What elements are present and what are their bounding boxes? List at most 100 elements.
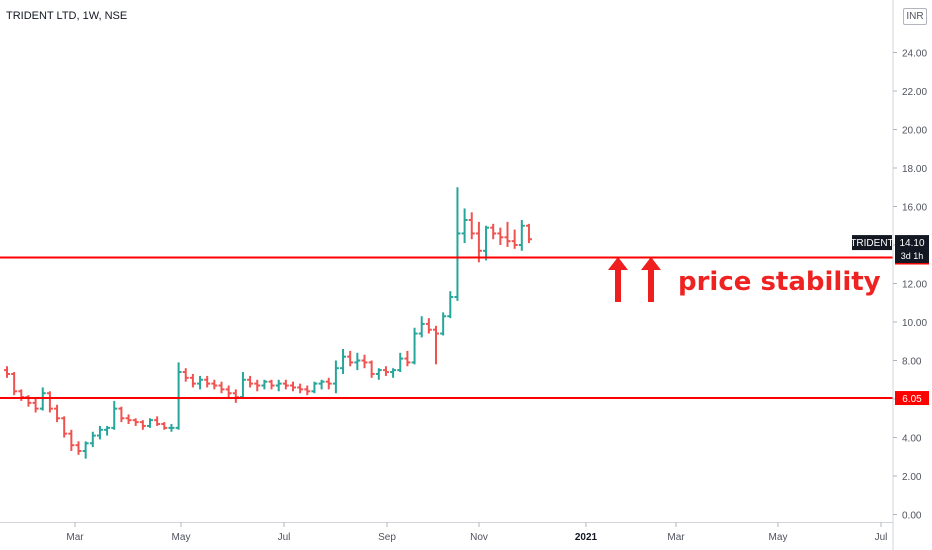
ohlc-bar	[82, 441, 89, 459]
ohlc-bar	[211, 379, 218, 390]
arrow-shape	[641, 257, 661, 302]
ohlc-bar	[382, 366, 389, 376]
ohlc-bar	[68, 429, 75, 451]
ohlc-bar	[447, 291, 454, 319]
ohlc-bar	[418, 316, 425, 338]
y-tick-label: 10.00	[902, 318, 927, 329]
ohlc-bar	[468, 212, 475, 240]
y-tick-label: 2.00	[902, 472, 922, 483]
ohlc-bar	[304, 385, 311, 396]
x-tick-label: Mar	[66, 532, 84, 543]
y-tick-label: 16.00	[902, 203, 927, 214]
x-tick-label: 2021	[575, 532, 598, 543]
ohlc-bar	[268, 379, 275, 390]
ohlc-bar	[318, 379, 325, 390]
ohlc-bar	[232, 389, 239, 403]
hline-price-label: 6.05	[902, 394, 922, 405]
y-tick-label: 12.00	[902, 280, 927, 291]
ohlc-bar	[247, 375, 254, 388]
hline-price-tag	[895, 391, 929, 406]
ohlc-bar	[168, 424, 175, 432]
x-tick-label: Jul	[875, 532, 888, 543]
ticker-label: TRIDENT	[850, 238, 893, 249]
last-price-tag	[895, 235, 929, 264]
horizontal-lines	[0, 256, 893, 400]
ohlc-bar	[218, 381, 225, 394]
ticker-tag	[852, 235, 892, 251]
ohlc-bar	[475, 221, 482, 263]
ohlc-bar	[46, 391, 53, 413]
ohlc-bar	[454, 187, 461, 301]
y-tick-label: 8.00	[902, 357, 922, 368]
y-tick-label: 4.00	[902, 434, 922, 445]
ohlc-bar	[175, 362, 182, 430]
ohlc-bar	[483, 225, 490, 261]
ohlc-bar	[261, 379, 268, 390]
ohlc-bar	[104, 425, 111, 436]
ohlc-bar	[490, 223, 497, 240]
ohlc-bar	[4, 366, 10, 378]
ohlc-bar	[361, 354, 368, 369]
price-stability-annotation: price stability	[678, 267, 881, 297]
ohlc-bar	[347, 350, 354, 367]
ohlc-bar	[518, 219, 525, 251]
ohlc-bar	[125, 414, 132, 425]
x-tick-label: Nov	[470, 532, 488, 543]
ohlc-bar	[375, 368, 382, 380]
y-tick-label: 0.00	[902, 511, 922, 522]
ohlc-bar	[354, 352, 361, 371]
ohlc-bar	[61, 416, 68, 438]
ohlc-bar	[154, 416, 161, 426]
ohlc-bar	[54, 404, 61, 423]
ohlc-bar	[332, 360, 339, 394]
ohlc-bar	[297, 383, 304, 394]
annotations: price stability	[678, 267, 881, 297]
ohlc-bar	[204, 375, 211, 388]
ohlc-bars	[4, 187, 661, 459]
ohlc-bar	[75, 441, 82, 455]
ohlc-bar	[525, 223, 532, 244]
up-arrow-icon	[608, 257, 628, 302]
ohlc-bar	[282, 379, 289, 390]
ohlc-bar	[96, 425, 103, 440]
ohlc-bar	[275, 379, 282, 392]
x-tick-label: Mar	[667, 532, 685, 543]
ohlc-bar	[25, 395, 32, 407]
ohlc-bar	[254, 379, 261, 392]
time-axis: Mar May Jul Sep Nov 2021 Mar May Jul	[0, 522, 893, 543]
ohlc-bar	[325, 377, 332, 390]
ohlc-bar	[32, 399, 39, 413]
x-tick-label: May	[172, 532, 191, 543]
ohlc-bar	[89, 431, 96, 448]
ohlc-bar	[239, 372, 246, 399]
countdown-label: 3d 1h	[901, 251, 924, 261]
y-tick-label: 24.00	[902, 49, 927, 60]
ohlc-bar	[440, 312, 447, 336]
x-tick-label: May	[769, 532, 788, 543]
ohlc-bar	[147, 418, 153, 428]
arrow-shape	[608, 257, 628, 302]
ohlc-bar	[497, 227, 504, 245]
ohlc-bar	[511, 229, 518, 249]
ohlc-bar	[404, 350, 411, 367]
ohlc-bar	[433, 325, 439, 365]
symbol-title: TRIDENT LTD, 1W, NSE	[6, 10, 128, 22]
x-tick-label: Sep	[378, 532, 396, 543]
y-tick-label: 18.00	[902, 164, 927, 175]
ohlc-bar	[139, 420, 146, 430]
ohlc-bar	[132, 418, 139, 426]
ohlc-bar	[161, 422, 168, 430]
ohlc-bar	[461, 208, 468, 244]
price-axis: 0.002.004.006.008.0010.0012.0014.0016.00…	[892, 0, 927, 550]
currency-button[interactable]: INR	[903, 8, 927, 25]
y-tick-label: 22.00	[902, 87, 927, 98]
ohlc-bar	[311, 381, 318, 394]
ohlc-bar	[390, 368, 397, 378]
ohlc-bar	[411, 327, 418, 365]
ohlc-bar	[425, 318, 432, 334]
ohlc-bar	[225, 385, 232, 398]
ohlc-bar	[182, 368, 189, 382]
last-price-label: 14.10	[899, 238, 924, 249]
